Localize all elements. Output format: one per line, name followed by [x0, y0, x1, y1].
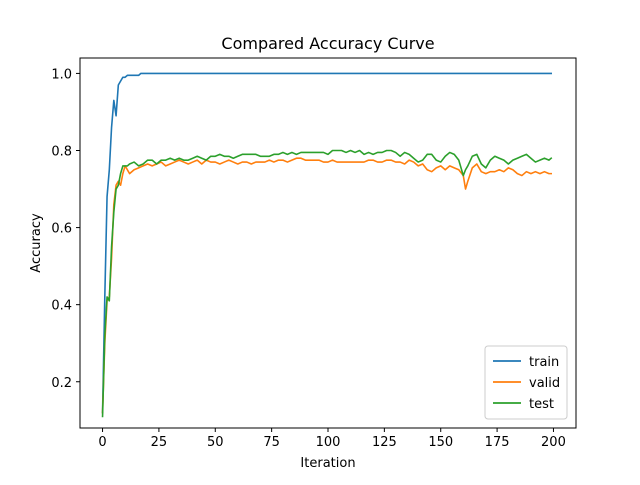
x-axis: 0 25 50 75 100 125 150 175 200 [98, 428, 566, 450]
series-line-test [101, 149, 553, 418]
y-axis: 0.2 0.4 0.6 0.8 1.0 [51, 67, 80, 391]
x-tick-label: 150 [428, 435, 453, 450]
x-tick-label: 50 [207, 435, 224, 450]
x-tick-label: 200 [541, 435, 566, 450]
x-tick-label: 175 [485, 435, 510, 450]
x-tick-label: 125 [372, 435, 397, 450]
y-tick-label: 0.8 [51, 145, 72, 160]
chart-title: Compared Accuracy Curve [221, 34, 434, 53]
legend: train valid test [484, 345, 568, 420]
series-line-train [101, 72, 553, 414]
legend-box [484, 345, 568, 420]
x-tick-label: 0 [98, 435, 106, 450]
y-tick-label: 1.0 [51, 67, 72, 82]
x-tick-label: 25 [151, 435, 168, 450]
y-tick-label: 0.4 [51, 299, 72, 314]
legend-label-test: test [529, 397, 554, 412]
series-layer [101, 72, 553, 418]
legend-label-train: train [529, 355, 559, 370]
x-axis-label: Iteration [300, 456, 355, 471]
y-tick-label: 0.6 [51, 222, 72, 237]
legend-label-valid: valid [529, 376, 560, 391]
y-axis-label: Accuracy [29, 213, 44, 273]
x-tick-label: 75 [263, 435, 280, 450]
y-tick-label: 0.2 [51, 376, 72, 391]
x-tick-label: 100 [316, 435, 341, 450]
